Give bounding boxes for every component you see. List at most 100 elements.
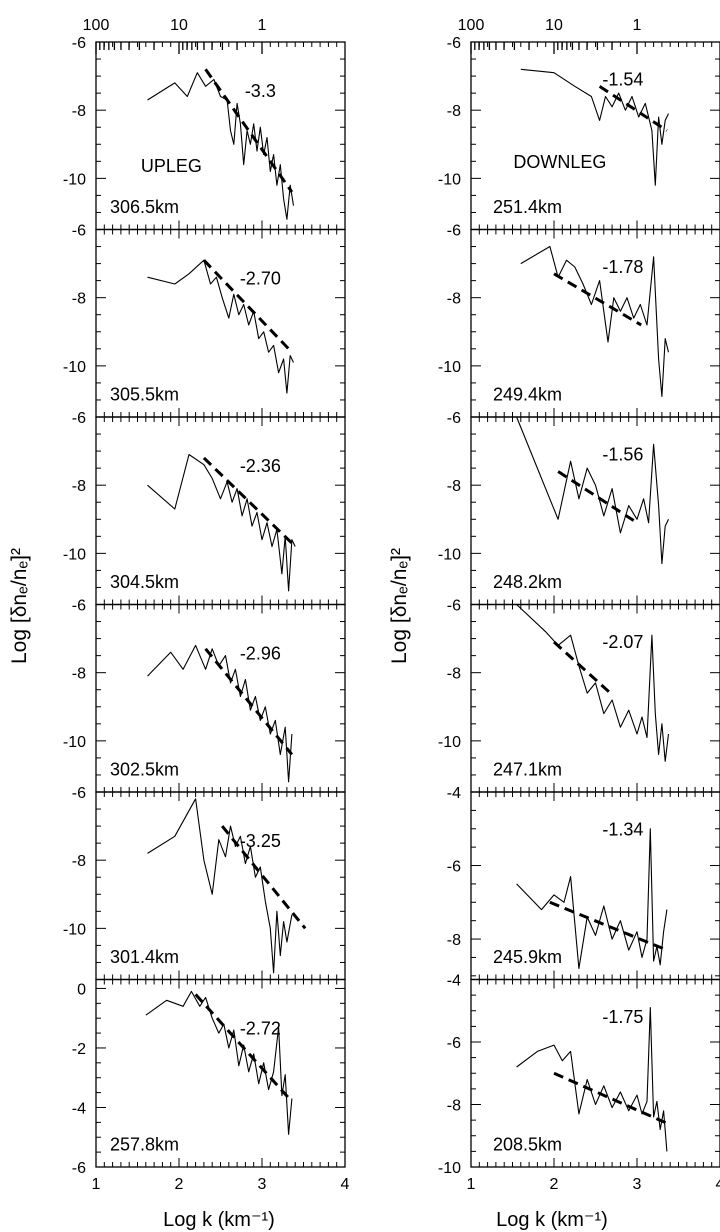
altitude-label: 247.1km [493,760,562,780]
y-tick-label: -4 [447,973,461,990]
panel-right-4: -4 -6 -8 -1.34 245.9km [447,785,720,981]
slope-label: -2.07 [602,632,643,652]
y-tick-label: -6 [447,859,461,876]
spectrum-series [145,990,293,1135]
slope-label: -1.54 [602,70,643,90]
x-axis-label-left: Log k (km⁻¹) [163,1209,275,1231]
fit-line [552,640,612,695]
x-tick-label: 3 [258,1176,267,1193]
panel-left-2: -6 -8 -10 -2.36 304.5km [63,410,346,606]
altitude-label: 257.8km [110,1135,179,1155]
fit-line [202,259,293,354]
panel-left-1: -6 -8 -10 -2.70 305.5km [63,223,346,418]
top-tick-label: 10 [545,17,563,34]
y-tick-label: -6 [447,598,461,615]
y-tick-label: -8 [72,103,86,120]
panel-heading: UPLEG [141,156,202,176]
x-axis-label-right: Log k (km⁻¹) [496,1209,608,1231]
altitude-label: 208.5km [493,1135,562,1155]
y-tick-label: -10 [63,546,86,563]
y-tick-label: -10 [438,171,461,188]
fit-line [553,272,642,327]
y-tick-label: -8 [447,932,461,949]
slope-label: -1.56 [602,445,643,465]
y-tick-label: -6 [72,223,86,240]
x-tick-label: 2 [550,1176,559,1193]
spectrum-series [147,259,294,394]
panel-right-5: -4 -6 -8 -10 1 2 3 4 -1.75 208.5km [438,973,720,1193]
slope-label: -1.78 [602,257,643,277]
altitude-label: 304.5km [110,572,179,592]
y-tick-label: -10 [63,734,86,751]
x-tick-label: 1 [467,1176,476,1193]
y-tick-label: 0 [77,981,86,998]
altitude-label: 248.2km [493,572,562,592]
y-tick-label: -6 [72,785,86,802]
y-tick-label: -4 [72,1100,86,1117]
y-tick-label: -8 [72,666,86,683]
fit-line [202,456,293,545]
altitude-label: 302.5km [110,760,179,780]
x-tick-label: 4 [341,1176,350,1193]
panel-right-0: -6 -8 -10 100 10 1 -1.54 251.4km DOWNLEG [438,17,720,231]
slope-label: -2.72 [240,1018,281,1038]
altitude-label: 251.4km [493,197,562,217]
spectrum-series [516,416,669,565]
spectrum-series [516,1007,668,1152]
y-tick-label: -8 [72,291,86,308]
fit-line [204,68,294,193]
top-tick-label: 100 [83,17,110,34]
panel-left-4: -6 -8 -10 -3.25 301.4km [63,785,346,981]
y-tick-label: -6 [447,1035,461,1052]
slope-label: -3.3 [245,81,276,101]
x-tick-label: 2 [175,1176,184,1193]
y-tick-label: -4 [447,785,461,802]
spectrum-series [147,453,296,592]
x-tick-label: 1 [92,1176,101,1193]
top-tick-label: 10 [170,17,188,34]
top-tick-label: 1 [633,17,642,34]
slope-label: -2.96 [240,643,281,663]
y-tick-label: -10 [438,1160,461,1177]
slope-label: -1.75 [602,1007,643,1027]
altitude-label: 301.4km [110,947,179,967]
panel-heading: DOWNLEG [513,152,606,172]
fit-line [194,993,293,1103]
altitude-label: 249.4km [493,385,562,405]
y-tick-label: -10 [63,359,86,376]
x-tick-label: 3 [633,1176,642,1193]
fit-line [220,825,307,930]
fit-line [557,470,638,524]
y-tick-label: -8 [447,666,461,683]
slope-label: -1.34 [602,820,643,840]
y-tick-label: -6 [447,223,461,240]
spectrum-series [520,68,669,186]
spectrum-series [147,798,293,974]
slope-label: -2.36 [240,456,281,476]
y-tick-label: -8 [447,1098,461,1115]
spectrum-series [520,245,670,398]
fit-line [553,1071,668,1125]
altitude-label: 305.5km [110,385,179,405]
y-tick-label: -10 [438,734,461,751]
panel-left-3: -6 -8 -10 -2.96 302.5km [63,598,346,793]
y-tick-label: -6 [447,35,461,52]
y-axis-label-right: Log [δnₑ/nₑ]² [388,548,411,664]
slope-label: -2.70 [240,268,281,288]
x-tick-label: 4 [716,1176,720,1193]
spectrum-series [516,604,670,762]
y-tick-label: -10 [63,921,86,938]
y-tick-label: -6 [447,410,461,427]
panel-right-2: -6 -8 -10 -1.56 248.2km [438,410,720,606]
y-tick-label: -8 [72,478,86,495]
y-tick-label: -8 [72,853,86,870]
altitude-label: 306.5km [110,197,179,217]
top-tick-label: 1 [258,17,267,34]
panel-left-0: -6 -8 -10 100 10 1 -3.3 306.5km UPLEG [63,17,346,231]
fit-line [598,85,668,132]
y-tick-label: -10 [63,171,86,188]
panel-right-3: -6 -8 -10 -2.07 247.1km [438,598,720,793]
panel-right-1: -6 -8 -10 -1.78 249.4km [438,223,720,418]
fit-line [549,900,668,952]
